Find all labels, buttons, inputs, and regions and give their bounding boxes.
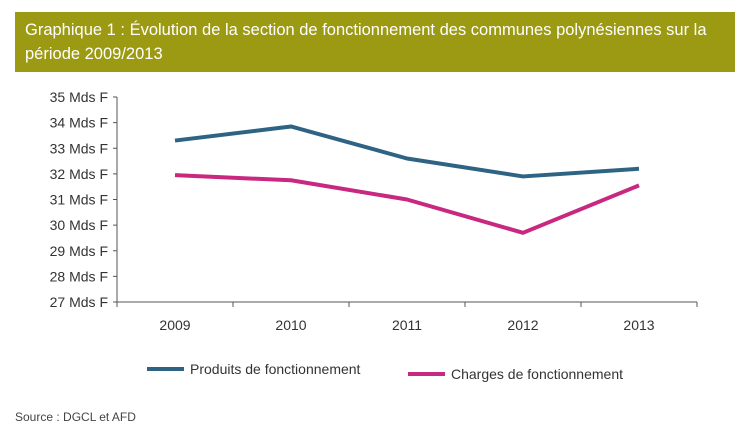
series-line-1 [174,124,640,179]
chart-title: Graphique 1 : Évolution de la section de… [15,12,735,72]
y-tick-label: 29 Mds F [50,243,108,259]
source-note: Source : DGCL et AFD [15,410,136,424]
legend-label: Produits de fonctionnement [190,361,361,377]
x-tick-label: 2011 [392,317,422,333]
x-tick-label: 2012 [507,317,538,333]
legend-label: Charges de fonctionnement [451,366,623,382]
x-tick-label: 2010 [275,317,306,333]
y-tick-label: 27 Mds F [50,294,108,310]
y-tick-label: 30 Mds F [50,217,108,233]
y-tick-label: 32 Mds F [50,166,108,182]
y-tick-label: 33 Mds F [50,140,108,156]
y-tick-label: 35 Mds F [50,89,108,105]
series-line-2 [174,173,640,235]
x-tick-label: 2013 [623,317,654,333]
y-tick-label: 31 Mds F [50,192,108,208]
y-tick-label: 28 Mds F [50,268,108,284]
x-tick-label: 2009 [159,317,190,333]
y-tick-label: 34 Mds F [50,115,108,131]
